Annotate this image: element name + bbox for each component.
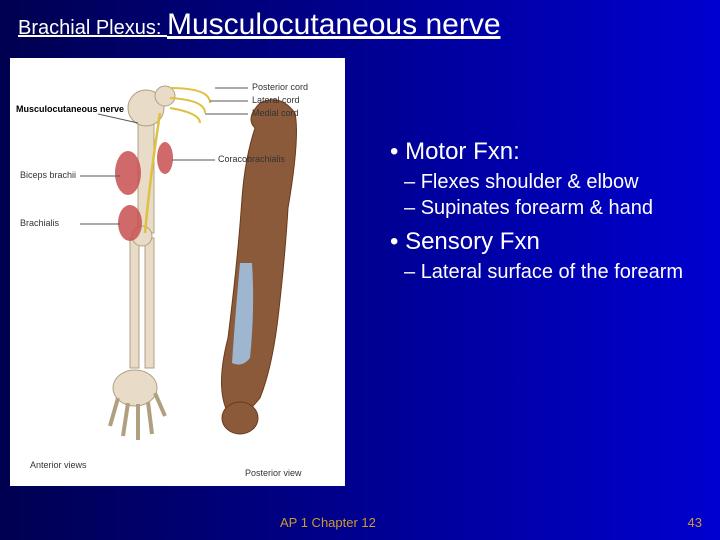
label-coraco: Coracobrachialis — [218, 154, 286, 164]
bullet-motor: Motor Fxn: — [370, 138, 700, 166]
slide-title: Brachial Plexus: Musculocutaneous nerve — [18, 8, 702, 42]
bullet-content: Motor Fxn: Flexes shoulder & elbow Supin… — [370, 130, 700, 286]
label-brachialis: Brachialis — [20, 218, 60, 228]
footer-page: 43 — [688, 515, 702, 530]
label-post-cord: Posterior cord — [252, 82, 308, 92]
bullet-lateral: Lateral surface of the forearm — [370, 260, 700, 284]
label-posterior: Posterior view — [245, 468, 302, 478]
title-main: Musculocutaneous nerve — [167, 8, 501, 41]
anatomy-diagram: Musculocutaneous nerve Biceps brachii Br… — [10, 58, 345, 486]
label-lat-cord: Lateral cord — [252, 95, 300, 105]
label-anterior: Anterior views — [30, 460, 87, 470]
bullet-flexes: Flexes shoulder & elbow — [370, 170, 700, 194]
label-med-cord: Medial cord — [252, 108, 299, 118]
bullet-sensory: Sensory Fxn — [370, 228, 700, 256]
footer-chapter: AP 1 Chapter 12 — [280, 515, 376, 530]
label-biceps: Biceps brachii — [20, 170, 76, 180]
title-prefix: Brachial Plexus: — [18, 17, 167, 39]
bullet-supinates: Supinates forearm & hand — [370, 196, 700, 220]
label-nerve: Musculocutaneous nerve — [16, 104, 124, 114]
